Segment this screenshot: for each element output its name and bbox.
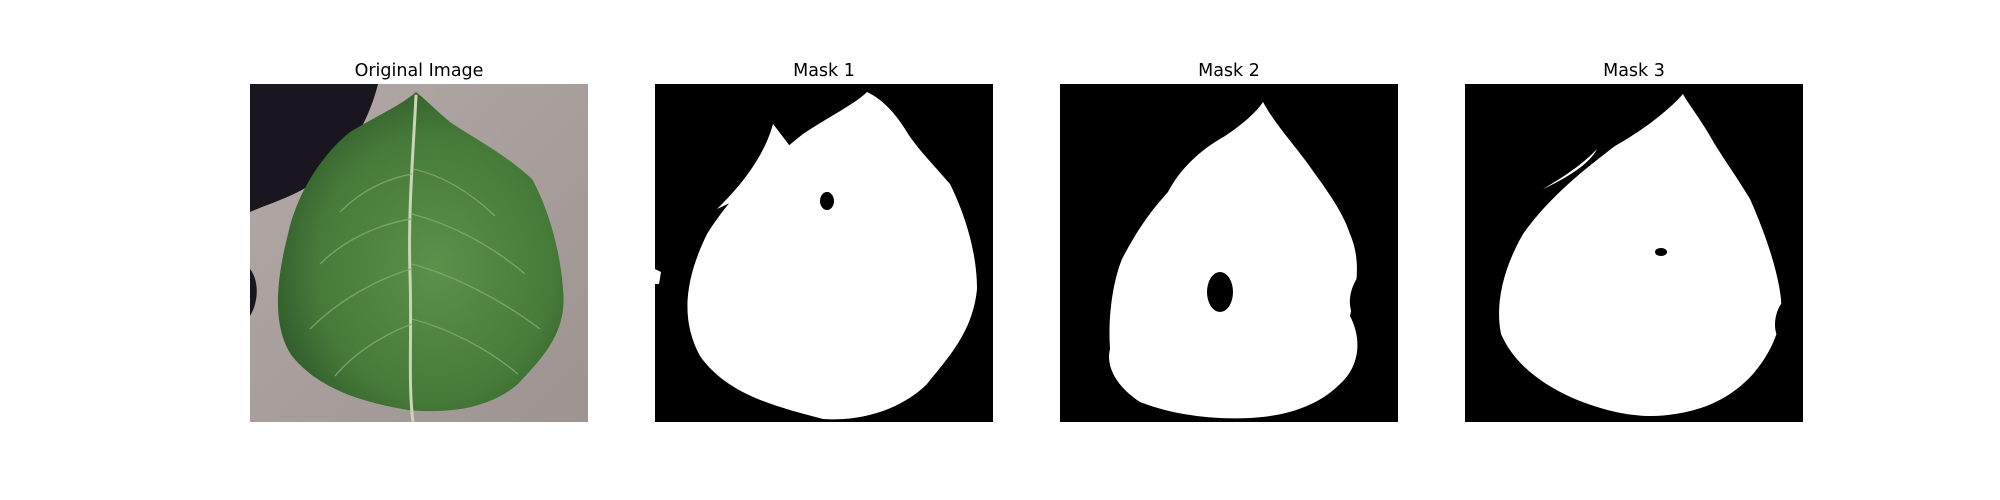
original-leaf-photo	[250, 84, 588, 422]
panel-mask-3: Mask 3	[1465, 59, 1803, 422]
mask-fragment	[717, 124, 805, 209]
panel-original-image: Original Image	[250, 59, 588, 422]
mask-region	[1109, 102, 1358, 419]
shadow-edge	[250, 269, 257, 316]
panel-title: Mask 1	[793, 61, 855, 81]
panel-title: Mask 2	[1198, 61, 1260, 81]
mask-2-image	[1060, 84, 1398, 422]
panel-mask-1: Mask 1	[655, 59, 993, 422]
panel-mask-2: Mask 2	[1060, 59, 1398, 422]
leaf-blade	[277, 92, 564, 412]
panel-title: Mask 3	[1603, 61, 1665, 81]
leaf-veins	[309, 168, 541, 377]
mask-hole	[820, 192, 834, 210]
mask-speck	[655, 269, 661, 284]
mask-1-image	[655, 84, 993, 422]
mask-hole	[1207, 272, 1233, 312]
leaf-midrib	[408, 94, 418, 422]
mask-hole	[1655, 248, 1667, 256]
mask-region	[1499, 94, 1782, 417]
mask-notch	[1775, 304, 1783, 342]
mask-notch	[1349, 274, 1369, 324]
panel-title: Original Image	[354, 61, 484, 81]
shadow-region	[250, 84, 378, 212]
mask-3-image	[1465, 84, 1803, 422]
